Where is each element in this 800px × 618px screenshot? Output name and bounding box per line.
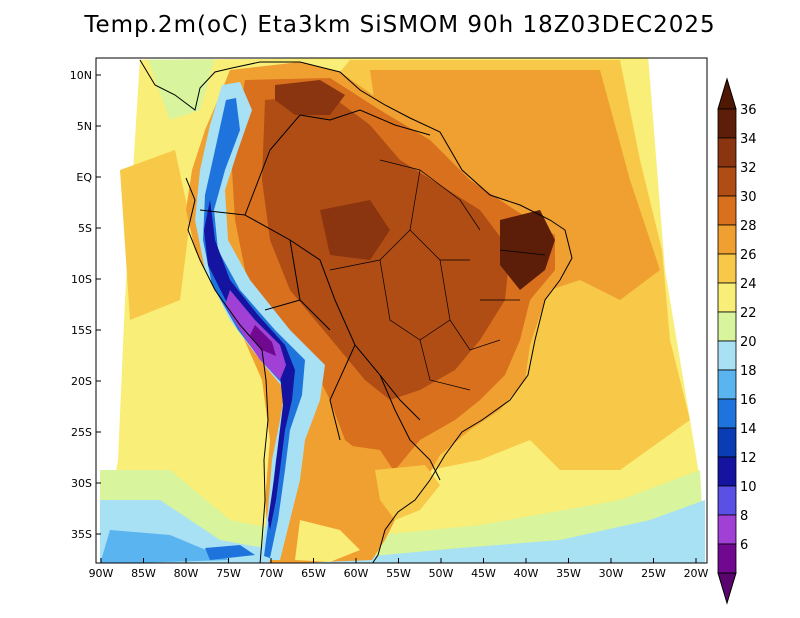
lat-tick-label: 15S bbox=[71, 324, 92, 337]
colorbar-top-arrow bbox=[717, 77, 737, 110]
colorbar-label: 36 bbox=[740, 103, 757, 118]
lon-tick-label: 30W bbox=[599, 567, 624, 580]
plot-frame bbox=[95, 57, 708, 564]
lon-tick-label: 20W bbox=[684, 567, 709, 580]
latitude-axis: 10N 5N EQ 5S 10S 15S 20S 25S 30S 35S bbox=[70, 69, 101, 541]
colorbar-swatch bbox=[717, 543, 737, 574]
longitude-axis: 90W 85W 80W 75W 70W 65W 60W 55W 50W 45W 40W 35W 30W 2… bbox=[89, 558, 709, 580]
land-hot-central bbox=[320, 200, 390, 260]
colorbar-label: 14 bbox=[740, 422, 757, 437]
lat-tick-label: 10S bbox=[71, 273, 92, 286]
colorbar-label: 24 bbox=[740, 277, 757, 292]
lon-tick-label: 25W bbox=[641, 567, 666, 580]
pacific-nw-cool bbox=[148, 58, 215, 120]
lon-tick-label: 60W bbox=[344, 567, 369, 580]
colorbar-swatch bbox=[717, 108, 737, 139]
lat-tick-label: 30S bbox=[71, 477, 92, 490]
lon-tick-label: 65W bbox=[301, 567, 326, 580]
brazil-border bbox=[244, 109, 441, 481]
colorbar-swatch bbox=[717, 311, 737, 342]
colorbar: 36 34 32 30 28 26 24 22 20 18 16 14 12 10 8 6 bbox=[717, 77, 757, 605]
colorbar-label: 20 bbox=[740, 335, 757, 350]
lon-tick-label: 85W bbox=[131, 567, 156, 580]
colorbar-label: 30 bbox=[740, 190, 757, 205]
colorbar-label: 32 bbox=[740, 161, 757, 176]
lon-tick-label: 80W bbox=[174, 567, 199, 580]
inner-borders-1 bbox=[199, 209, 421, 441]
pacific-coastline bbox=[185, 177, 269, 563]
colorbar-swatch bbox=[717, 282, 737, 313]
andes-12 bbox=[204, 200, 295, 530]
colorbar-swatch bbox=[717, 224, 737, 255]
andes-cold-belt bbox=[195, 82, 325, 560]
colorbar-swatch bbox=[717, 195, 737, 226]
colorbar-label: 28 bbox=[740, 219, 757, 234]
coastline bbox=[139, 59, 573, 563]
colorbar-bottom-arrow bbox=[717, 572, 737, 605]
colorbar-label: 6 bbox=[740, 538, 748, 553]
andes-6 bbox=[250, 325, 276, 356]
colorbar-swatch bbox=[717, 369, 737, 400]
lon-tick-label: 75W bbox=[216, 567, 241, 580]
colorbar-label: 22 bbox=[740, 306, 757, 321]
ocean-18-band bbox=[100, 530, 230, 563]
map-title: Temp.2m(oC) Eta3km SiSMOM 90h 18Z03DEC20… bbox=[84, 12, 716, 38]
colorbar-swatch bbox=[717, 340, 737, 371]
lat-tick-label: 10N bbox=[70, 69, 92, 82]
land-uruguay-cool bbox=[375, 465, 440, 520]
lon-tick-label: 90W bbox=[89, 567, 114, 580]
colorbar-label: 10 bbox=[740, 480, 757, 495]
lat-tick-label: 20S bbox=[71, 375, 92, 388]
land-south-tip bbox=[295, 520, 360, 562]
colorbar-swatch bbox=[717, 398, 737, 429]
colorbar-label: 8 bbox=[740, 509, 748, 524]
colorbar-label: 34 bbox=[740, 132, 757, 147]
lat-tick-label: 35S bbox=[71, 528, 92, 541]
colorbar-swatch bbox=[717, 514, 737, 545]
lon-tick-label: 40W bbox=[514, 567, 539, 580]
colorbar-swatch bbox=[717, 137, 737, 168]
colorbar-swatch bbox=[717, 166, 737, 197]
colorbar-label: 16 bbox=[740, 393, 757, 408]
country-borders bbox=[139, 59, 573, 563]
colorbar-label: 26 bbox=[740, 248, 757, 263]
colorbar-swatch bbox=[717, 485, 737, 516]
lon-tick-label: 70W bbox=[259, 567, 284, 580]
lon-tick-label: 50W bbox=[429, 567, 454, 580]
colorbar-label: 12 bbox=[740, 451, 757, 466]
lat-tick-label: 5S bbox=[78, 222, 92, 235]
colorbar-label: 18 bbox=[740, 364, 757, 379]
land-hottest-north bbox=[275, 80, 345, 115]
colorbar-swatch bbox=[717, 253, 737, 284]
lat-tick-label: 5N bbox=[77, 120, 92, 133]
colorbar-swatch bbox=[717, 456, 737, 487]
lat-tick-label: 25S bbox=[71, 426, 92, 439]
lon-tick-label: 45W bbox=[471, 567, 496, 580]
land-hottest-ne bbox=[500, 210, 555, 290]
ocean-20-band bbox=[100, 500, 705, 563]
colorbar-swatch bbox=[717, 427, 737, 458]
lon-tick-label: 55W bbox=[386, 567, 411, 580]
lat-tick-label: EQ bbox=[76, 171, 92, 184]
pacific-warm-band bbox=[120, 150, 190, 320]
ocean-28-band bbox=[370, 70, 660, 300]
lon-tick-label: 35W bbox=[556, 567, 581, 580]
state-borders bbox=[329, 159, 546, 391]
ocean-16-patch bbox=[205, 545, 255, 560]
